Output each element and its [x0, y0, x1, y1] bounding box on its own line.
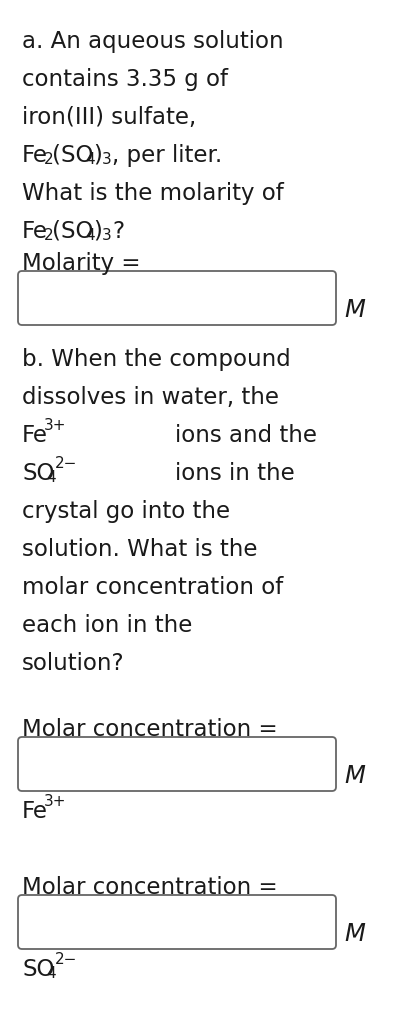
Text: M: M: [343, 764, 364, 788]
Text: 4: 4: [46, 966, 55, 981]
Text: 3: 3: [102, 152, 112, 167]
Text: 2−: 2−: [55, 456, 77, 471]
Text: Molar concentration =: Molar concentration =: [22, 718, 277, 741]
Text: ?: ?: [112, 220, 124, 243]
Text: 4: 4: [46, 470, 55, 485]
Text: molar concentration of: molar concentration of: [22, 576, 282, 599]
Text: solution. What is the: solution. What is the: [22, 538, 257, 562]
Text: 3+: 3+: [44, 418, 66, 433]
Text: (SO: (SO: [52, 144, 93, 167]
Text: Fe: Fe: [22, 800, 48, 823]
Text: 4: 4: [85, 152, 95, 167]
Text: 3+: 3+: [44, 794, 66, 809]
Text: Fe: Fe: [22, 220, 48, 243]
Text: Fe: Fe: [22, 144, 48, 167]
Text: Fe: Fe: [22, 424, 48, 447]
Text: contains 3.35 g of: contains 3.35 g of: [22, 68, 228, 91]
FancyBboxPatch shape: [18, 271, 335, 325]
Text: 4: 4: [85, 228, 95, 243]
FancyBboxPatch shape: [18, 737, 335, 792]
Text: ): ): [93, 144, 102, 167]
Text: 3: 3: [102, 228, 112, 243]
Text: a. An aqueous solution: a. An aqueous solution: [22, 30, 283, 53]
Text: (SO: (SO: [52, 220, 93, 243]
Text: ions and the: ions and the: [175, 424, 316, 447]
Text: , per liter.: , per liter.: [112, 144, 222, 167]
Text: ): ): [93, 220, 102, 243]
Text: solution?: solution?: [22, 652, 124, 675]
FancyBboxPatch shape: [18, 895, 335, 949]
Text: 2−: 2−: [55, 952, 77, 967]
Text: ions in the: ions in the: [175, 462, 294, 485]
Text: dissolves in water, the: dissolves in water, the: [22, 386, 278, 409]
Text: Molarity =: Molarity =: [22, 252, 140, 275]
Text: M: M: [343, 922, 364, 946]
Text: crystal go into the: crystal go into the: [22, 500, 230, 523]
Text: M: M: [343, 298, 364, 322]
Text: 2: 2: [44, 152, 54, 167]
Text: SO: SO: [22, 958, 54, 981]
Text: What is the molarity of: What is the molarity of: [22, 182, 283, 205]
Text: Molar concentration =: Molar concentration =: [22, 876, 277, 899]
Text: SO: SO: [22, 462, 54, 485]
Text: each ion in the: each ion in the: [22, 614, 192, 637]
Text: 2: 2: [44, 228, 54, 243]
Text: iron(III) sulfate,: iron(III) sulfate,: [22, 106, 196, 130]
Text: b. When the compound: b. When the compound: [22, 348, 290, 371]
